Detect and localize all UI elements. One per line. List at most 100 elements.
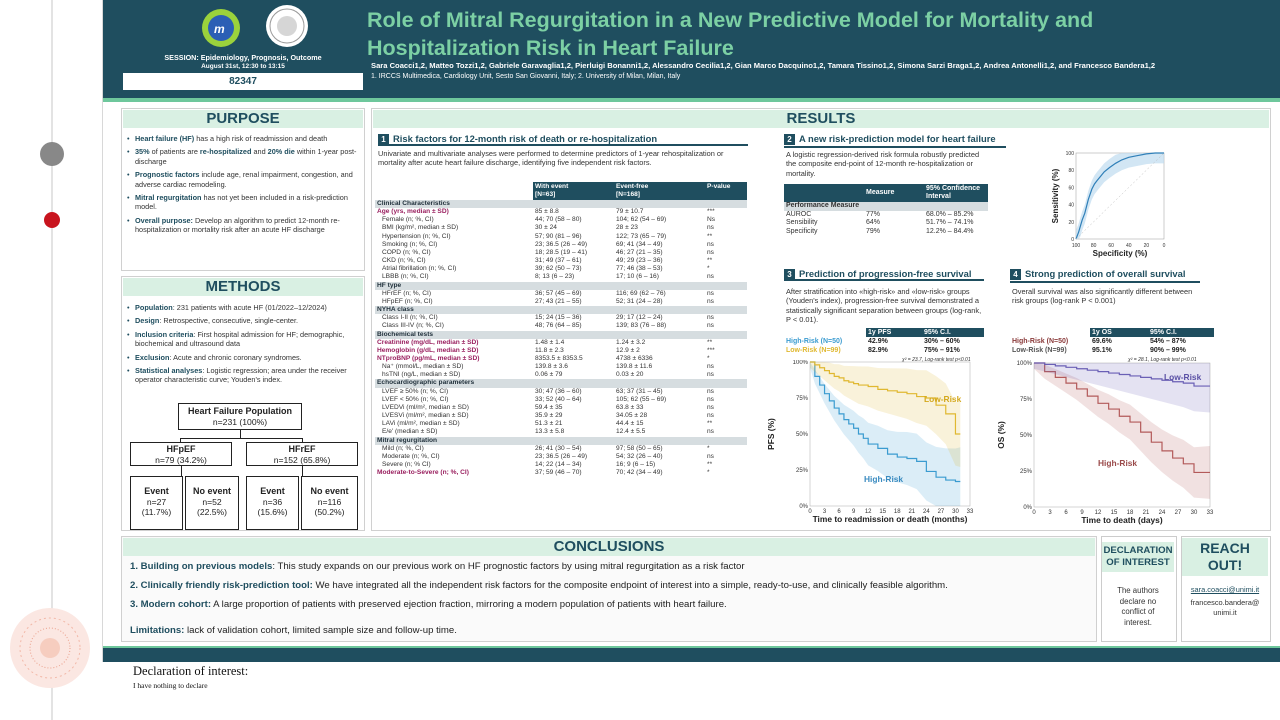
- table-cell: LVESVi (ml/m², median ± SD): [382, 412, 469, 420]
- svg-text:m: m: [214, 22, 225, 36]
- table-cell: hsTNI (ng/L, median ± SD): [382, 371, 461, 379]
- table-cell: [614, 436, 705, 445]
- table-cell: 77; 46 (38 – 53): [616, 265, 663, 273]
- roc-chart: 100 80 60 40 20 0 0 20 40 60 80 100 Specificity (%) S…: [1051, 151, 1166, 258]
- km-x-tick: 27: [1175, 510, 1182, 516]
- flow-pef-event: Event n=27 (11.7%): [130, 476, 183, 530]
- table-cell: [614, 330, 705, 339]
- table-cell: 63.8 ± 33: [616, 403, 644, 411]
- section-1-text: Univariate and multivariate analyses wer…: [378, 149, 724, 168]
- flow-connector: [302, 438, 303, 442]
- section-3-text: After stratification into «high-risk» an…: [786, 287, 982, 324]
- pfs-high-value: 42.9%: [868, 338, 888, 345]
- roc-y-tick: 40: [1068, 203, 1074, 209]
- table-cell: 85 ± 8.8: [535, 208, 559, 216]
- table-row: Moderate (n; %, CI) 23; 36.5 (26 – 49) 54;…: [375, 453, 747, 461]
- table-cell: 44.4 ± 15: [616, 420, 644, 428]
- methods-bullet: Population: 231 patients with acute HF (…: [124, 303, 362, 313]
- table-cell: ns: [707, 322, 714, 330]
- table-cell: CKD (n; %, CI): [382, 257, 426, 265]
- table-cell: ns: [707, 452, 714, 460]
- table-cell: [533, 436, 614, 445]
- table-cell: 33; 52 (40 – 64): [535, 395, 582, 403]
- table-cell: 30 ± 24: [535, 224, 557, 232]
- table-cell: [705, 306, 747, 315]
- table-cell: 122; 73 (65 – 79): [616, 232, 667, 240]
- km-ci-band: [810, 362, 961, 506]
- email-link-2[interactable]: francesco.bandera@ unimi.it: [1190, 598, 1260, 617]
- os-note: χ² = 28.1, Log-rank test p<0.01: [1128, 357, 1197, 363]
- limitations: Limitations: lack of validation cohort, …: [130, 625, 457, 636]
- table-row: LVEF ≥ 50% (n; %, CI) 30; 47 (36 – 60) 63;…: [375, 388, 747, 396]
- timeline-dot-gray[interactable]: [40, 142, 64, 166]
- roc-y-tick: 60: [1068, 185, 1074, 191]
- km-x-tick: 9: [1080, 510, 1084, 516]
- timeline-dot-red[interactable]: [44, 212, 60, 228]
- roc-x-tick: 100: [1072, 243, 1081, 249]
- table-cell: 4738 ± 6336: [616, 354, 653, 362]
- table-cell: *: [707, 469, 710, 477]
- poster-header: m SESSION: Epidemiology, Prognosis, Outc…: [103, 0, 1280, 100]
- table-row: Specificity 79% 12.2% – 84.4%: [784, 228, 988, 237]
- km-series-label: Low-Risk: [1164, 372, 1202, 382]
- methods-bullet: Inclusion criteria: First hospital admis…: [124, 330, 362, 349]
- table-cell: ***: [707, 346, 715, 354]
- km-x-tick: 3: [823, 509, 827, 515]
- table-cell: BMI (kg/m², median ± SD): [382, 224, 459, 232]
- flow-connector: [302, 466, 303, 476]
- table-cell: 48; 76 (64 – 85): [535, 322, 582, 330]
- table-cell: Female (n; %, CI): [382, 216, 434, 224]
- table-row: Echocardiographic parameters: [375, 379, 747, 388]
- table-cell: [705, 436, 747, 445]
- methods-bullet: Statistical analyses: Logistic regressio…: [124, 366, 362, 385]
- table-cell: 34.05 ± 28: [616, 412, 648, 420]
- session-label: SESSION: Epidemiology, Prognosis, Outcom…: [164, 53, 322, 62]
- flow-hfref: HFrEF n=152 (65.8%): [246, 442, 358, 466]
- table-cell: COPD (n; %, CI): [382, 248, 431, 256]
- os-col-ci: 95% C.I.: [1148, 328, 1214, 337]
- col-header-variable: [375, 182, 533, 200]
- pfs-col-ci: 95% C.I.: [922, 328, 984, 337]
- roc-x-tick: 80: [1091, 243, 1097, 249]
- km-ci-band: [1034, 363, 1210, 413]
- table-cell: ns: [707, 412, 714, 420]
- km-y-tick: 50%: [796, 432, 809, 438]
- table-cell: 57; 90 (81 – 96): [535, 232, 582, 240]
- section-2-text: A logistic regression-derived risk formu…: [786, 150, 980, 178]
- section-4-header: 4 Strong prediction of overall survival: [1010, 268, 1200, 281]
- col-header-event-free: Event-free [N=168]: [614, 182, 705, 200]
- km-x-tick: 12: [1095, 510, 1102, 516]
- email-link-1[interactable]: sara.coacci@unimi.it: [1190, 585, 1260, 594]
- flow-ref-noevent: No event n=116 (50.2%): [301, 476, 358, 530]
- table-cell: 8353.5 ± 8353.5: [535, 354, 583, 362]
- km-x-tick: 33: [1207, 510, 1214, 516]
- table-row: LVESVi (ml/m², median ± SD) 35.9 ± 29 34.0…: [375, 412, 747, 420]
- purpose-bullet: Heart failure (HF) has a high risk of re…: [124, 134, 362, 144]
- os-low-ci: 90% – 99%: [1150, 347, 1186, 354]
- purpose-bullet: Overall purpose: Develop an algorithm to…: [124, 216, 362, 235]
- table-cell: 139.8 ± 11.6: [616, 363, 653, 371]
- table-row: LVEF < 50% (n; %, CI) 33; 52 (40 – 64) 105…: [375, 396, 747, 404]
- table-cell: 44; 70 (58 – 80): [535, 216, 582, 224]
- km-x-tick: 21: [908, 509, 915, 515]
- section-4-text: Overall survival was also significantly …: [1012, 287, 1193, 306]
- title-line-2: Hospitalization Risk in Heart Failure: [367, 36, 734, 60]
- km-x-tick: 6: [837, 509, 841, 515]
- abstract-id: 82347: [123, 73, 363, 90]
- purpose-bullet: Mitral regurgitation has not yet been in…: [124, 193, 362, 212]
- km-x-tick: 6: [1064, 510, 1068, 516]
- km-curve-high-risk: [810, 361, 961, 483]
- km-x-tick: 18: [894, 509, 901, 515]
- km-x-tick: 24: [1159, 510, 1166, 516]
- table-cell: 17; 10 (6 – 16): [616, 273, 659, 281]
- pfs-col-pfs: 1y PFS: [866, 328, 922, 337]
- table-cell: **: [707, 232, 713, 240]
- km-plot-area: [809, 361, 971, 507]
- table-cell: NTproBNP (pg/mL, median ± SD): [377, 354, 480, 362]
- section-4-underline: [1010, 281, 1200, 283]
- table-cell: [705, 200, 747, 209]
- pfs-low-ci: 75% – 91%: [924, 347, 960, 354]
- table-cell: 97; 58 (50 – 65): [616, 444, 663, 452]
- table-row: Severe (n; % CI) 14; 22 (14 – 34) 16; 9 (6…: [375, 461, 747, 469]
